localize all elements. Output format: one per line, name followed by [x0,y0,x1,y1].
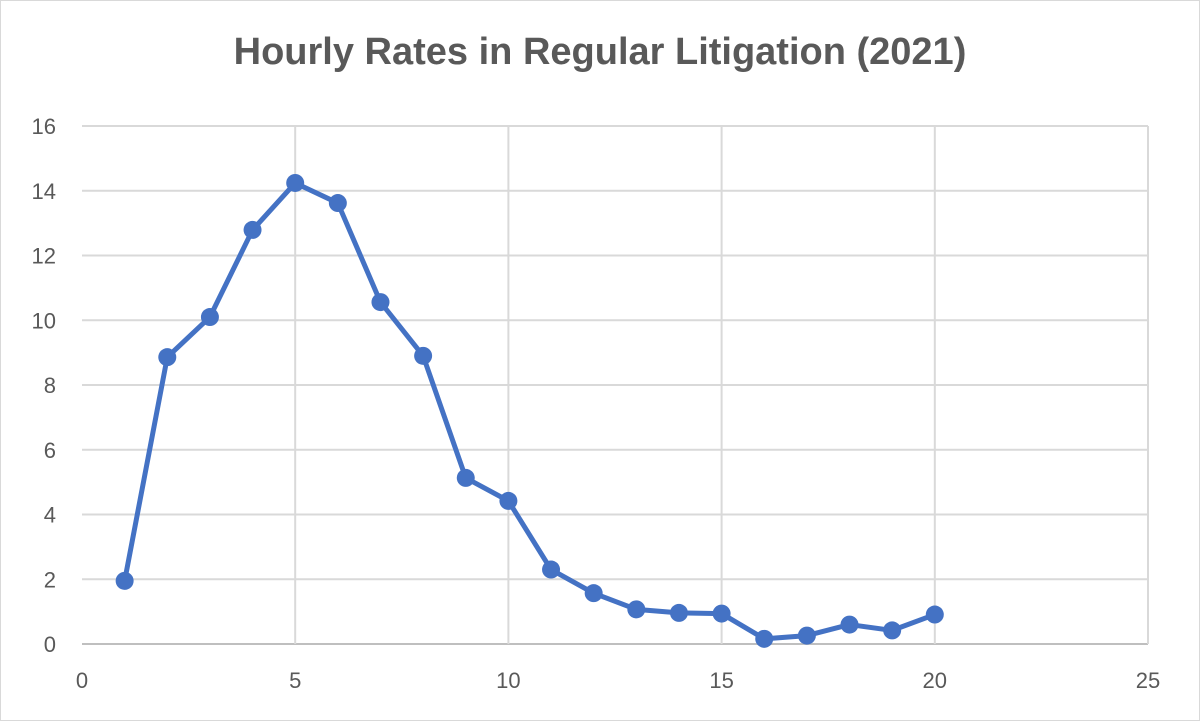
data-point [712,604,731,623]
data-point [456,468,475,487]
x-tick-label: 20 [923,668,947,693]
data-point [414,346,433,365]
x-tick-label: 15 [709,668,733,693]
y-tick-label: 14 [32,179,56,204]
x-tick-label: 5 [289,668,301,693]
y-tick-label: 0 [44,632,56,657]
data-point [158,348,177,367]
y-tick-label: 6 [44,438,56,463]
x-tick-label: 0 [76,668,88,693]
data-point [286,173,305,192]
y-tick-label: 4 [44,503,56,528]
x-tick-label: 25 [1136,668,1160,693]
data-point [371,293,390,312]
data-point [584,584,603,603]
data-point [627,600,646,619]
data-point [542,560,561,579]
data-point [797,626,816,645]
data-point [755,629,774,648]
data-point [200,308,219,327]
series-line [122,180,936,642]
y-tick-label: 8 [44,373,56,398]
y-tick-label: 12 [32,244,56,269]
y-tick-label: 10 [32,308,56,333]
data-point [115,571,134,590]
data-point [840,615,859,634]
data-point [883,621,902,640]
data-point [499,491,518,510]
data-point [243,220,262,239]
chart-title: Hourly Rates in Regular Litigation (2021… [233,31,967,73]
y-tick-label: 2 [44,567,56,592]
data-point [925,605,944,624]
data-point [328,194,347,213]
y-tick-label: 16 [32,114,56,139]
x-tick-label: 10 [496,668,520,693]
data-point [669,603,688,622]
